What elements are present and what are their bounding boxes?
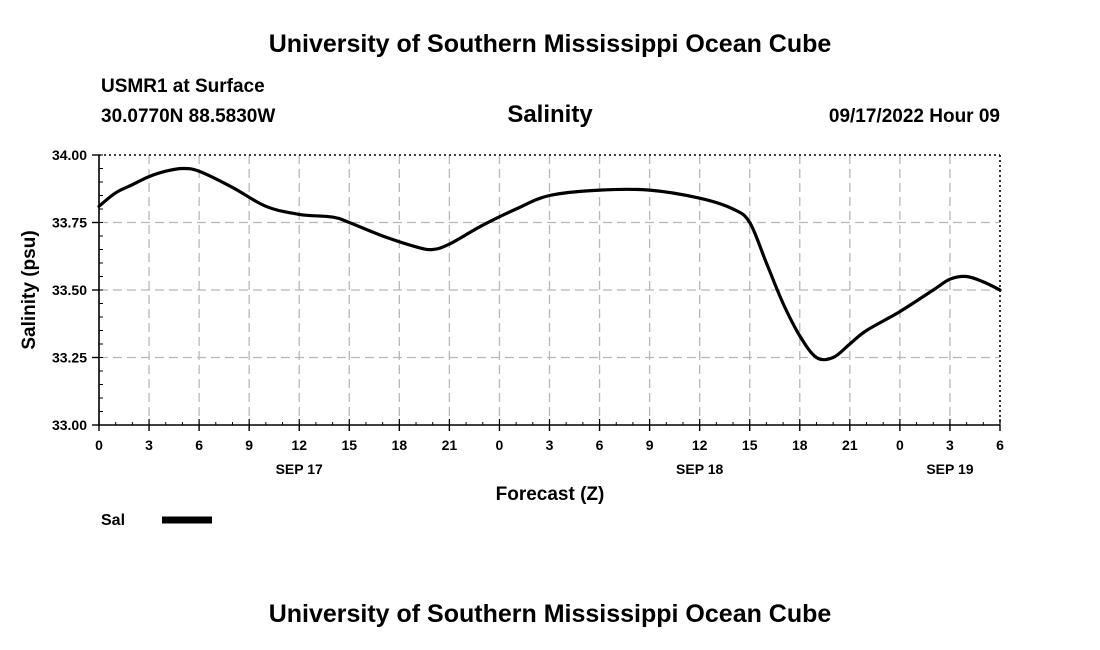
x-tick-label: 15 xyxy=(341,437,357,453)
forecast-datetime: 09/17/2022 Hour 09 xyxy=(828,106,1000,127)
y-tick-label: 33.25 xyxy=(52,350,87,366)
legend-label: Sal xyxy=(101,512,125,529)
y-tick-label: 34.00 xyxy=(52,147,87,163)
x-tick-label: 12 xyxy=(692,437,708,453)
y-tick-label: 33.50 xyxy=(52,282,87,298)
date-label: SEP 19 xyxy=(926,461,973,477)
x-tick-label: 6 xyxy=(596,437,604,453)
station-coordinates: 30.0770N 88.5830W xyxy=(101,106,276,127)
x-tick-label: 6 xyxy=(195,437,203,453)
series-layer xyxy=(97,166,1002,362)
y-tick-label: 33.75 xyxy=(52,215,87,231)
x-tick-label: 12 xyxy=(291,437,307,453)
x-tick-label: 6 xyxy=(996,437,1004,453)
y-tick-label: 33.00 xyxy=(52,417,87,433)
grid-lines xyxy=(99,155,1000,425)
x-tick-label: 3 xyxy=(546,437,554,453)
x-tick-label: 18 xyxy=(792,437,808,453)
footer-title: University of Southern Mississippi Ocean… xyxy=(268,600,832,628)
station-label: USMR1 at Surface xyxy=(101,76,265,97)
axes xyxy=(92,154,1001,431)
date-label: SEP 17 xyxy=(276,461,323,477)
x-tick-label: 9 xyxy=(646,437,654,453)
chart-title: University of Southern Mississippi Ocean… xyxy=(268,30,832,58)
x-tick-label: 18 xyxy=(392,437,408,453)
tick-labels: 0 3 6 9 12 15 18 21 0 3 6 9 12 15 18 21 0 3 6 33.00 33.25 33.… xyxy=(52,147,1004,477)
x-tick-label: 21 xyxy=(442,437,458,453)
x-tick-label: 21 xyxy=(842,437,858,453)
x-tick-label: 3 xyxy=(145,437,153,453)
x-tick-label: 0 xyxy=(896,437,904,453)
y-axis-title: Salinity (psu) xyxy=(19,230,40,349)
variable-title: Salinity xyxy=(507,101,593,128)
x-tick-label: 0 xyxy=(496,437,504,453)
x-tick-label: 0 xyxy=(95,437,103,453)
date-label: SEP 18 xyxy=(676,461,723,477)
series-line-sal xyxy=(97,166,1002,362)
x-tick-label: 3 xyxy=(946,437,954,453)
x-axis-title: Forecast (Z) xyxy=(496,484,605,505)
x-tick-label: 15 xyxy=(742,437,758,453)
x-tick-label: 9 xyxy=(245,437,253,453)
